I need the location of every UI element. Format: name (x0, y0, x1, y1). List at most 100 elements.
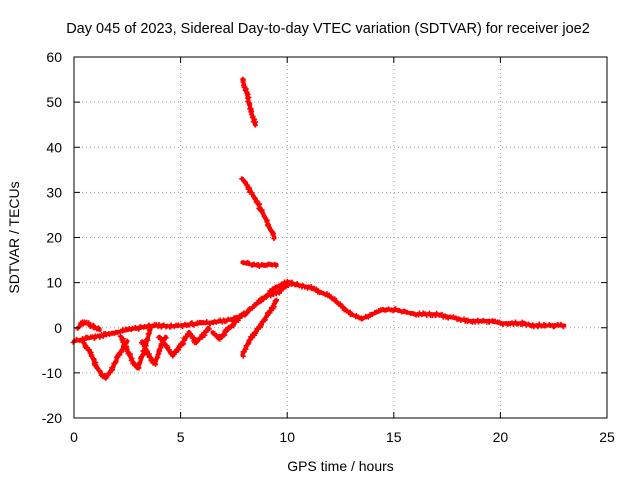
series-arc-33 (239, 176, 277, 242)
data-point (273, 263, 279, 269)
y-tick-label: -20 (42, 410, 62, 426)
y-axis-label: SDTVAR / TECUs (6, 181, 22, 293)
data-point (87, 324, 93, 330)
data-point (289, 279, 295, 285)
data-point (239, 176, 245, 182)
data-point (560, 324, 566, 330)
data-point (171, 351, 177, 357)
data-point (369, 311, 375, 317)
grid-lines (74, 57, 607, 418)
series-arc-55 (240, 76, 259, 128)
data-point (156, 321, 162, 327)
data-point (246, 260, 252, 266)
series-dip-1 (80, 337, 130, 381)
data-point (360, 316, 366, 322)
y-tick-label: 40 (46, 139, 62, 155)
data-point (252, 122, 258, 128)
data-point (168, 322, 174, 328)
series-dip-5 (186, 325, 212, 346)
data-point (206, 326, 212, 332)
data-point (270, 232, 276, 238)
tick-marks (73, 56, 608, 419)
x-tick-label: 20 (493, 429, 509, 445)
data-point (115, 329, 121, 335)
data-point (257, 201, 263, 207)
data-point (149, 324, 155, 330)
data-point (349, 311, 355, 317)
data-point (337, 301, 343, 307)
data-point (426, 310, 432, 316)
data-point (173, 349, 179, 355)
data-point (165, 344, 171, 350)
x-axis-label: GPS time / hours (287, 458, 394, 474)
data-point (245, 310, 251, 316)
data-point (70, 339, 76, 345)
x-tick-label: 5 (177, 429, 185, 445)
data-point (187, 331, 193, 337)
data-point (117, 333, 123, 339)
x-tick-label: 15 (386, 429, 402, 445)
data-point (74, 336, 80, 342)
data-point (197, 336, 203, 342)
data-point (257, 299, 263, 305)
data-point (458, 318, 464, 324)
data-point (246, 185, 252, 191)
data-point (157, 348, 163, 354)
series-track (80, 339, 130, 380)
series-arc-14 (240, 259, 279, 270)
data-point (97, 334, 103, 340)
data-point (124, 338, 130, 344)
data-point (191, 322, 197, 328)
data-point (105, 372, 111, 378)
series-main-trend (70, 278, 567, 345)
y-tick-label: -10 (42, 365, 62, 381)
data-point (183, 334, 189, 340)
y-tick-label: 30 (46, 184, 62, 200)
x-tick-label: 0 (70, 429, 78, 445)
data-point (88, 353, 94, 359)
data-point (80, 337, 86, 343)
data-point (249, 190, 255, 196)
series-dip-6 (210, 311, 245, 342)
data-point (481, 318, 487, 324)
series-arc-low (240, 297, 280, 359)
data-point (434, 310, 440, 316)
data-point (275, 289, 281, 295)
data-point (365, 314, 371, 320)
series-dip-4 (156, 330, 192, 359)
data-point (252, 302, 258, 308)
data-point (145, 352, 151, 358)
x-tick-label: 25 (599, 429, 615, 445)
y-tick-label: 20 (46, 230, 62, 246)
data-point (249, 305, 255, 311)
x-tick-label: 10 (279, 429, 295, 445)
data-point (476, 319, 482, 325)
data-point (240, 353, 246, 359)
data-point (246, 94, 252, 100)
data-point (267, 308, 273, 314)
data-point (278, 288, 284, 294)
data-point (181, 341, 187, 347)
data-point (241, 349, 247, 355)
y-tick-label: 60 (46, 49, 62, 65)
y-tick-label: 10 (46, 275, 62, 291)
series-arc-mid (257, 279, 295, 305)
data-point (242, 179, 248, 185)
y-tick-label: 50 (46, 94, 62, 110)
data-point (85, 346, 91, 352)
data-point (343, 308, 349, 314)
data-point (163, 335, 169, 341)
data-point (404, 309, 410, 315)
data-point (271, 236, 277, 242)
data-point (239, 311, 245, 317)
data-point (318, 289, 324, 295)
data-point (119, 347, 125, 353)
data-point (486, 319, 492, 325)
data-point (285, 283, 291, 289)
data-point (144, 336, 150, 342)
data-point (274, 297, 280, 303)
data-point (497, 320, 503, 326)
tick-labels: 0 5 10 15 20 25 -20 -10 0 10 20 30 40 50 60 (42, 49, 615, 445)
data-point (96, 326, 102, 332)
